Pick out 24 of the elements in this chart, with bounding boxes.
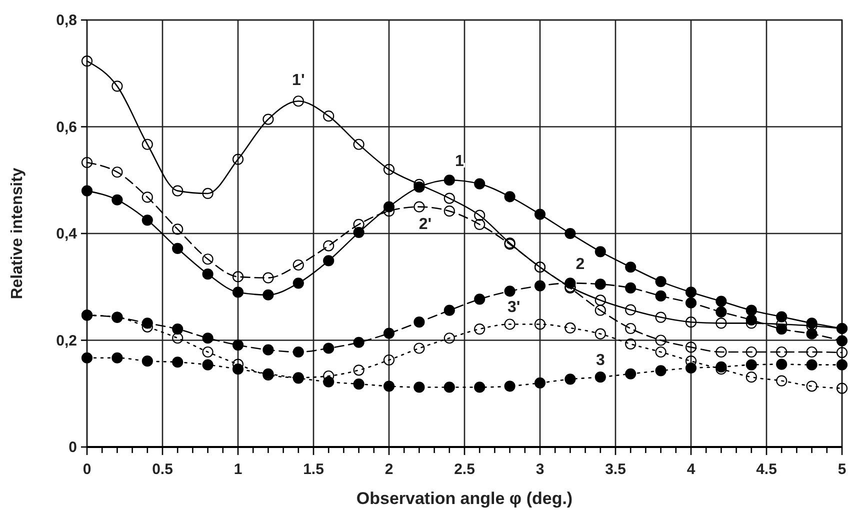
y-tick-label: 0,4 — [56, 226, 78, 242]
annotation: 2 — [576, 256, 585, 274]
x-tick-label: 3 — [536, 461, 544, 478]
y-tick-label: 0,8 — [56, 12, 77, 29]
x-tick-label: 1.5 — [303, 461, 324, 478]
x-tick-label: 0.5 — [152, 461, 173, 478]
y-axis-title: Relative intensity — [9, 168, 26, 300]
y-tick-label: 0,6 — [56, 118, 77, 136]
x-tick-label: 3.5 — [605, 461, 626, 478]
x-tick-label: 0 — [82, 461, 92, 478]
x-tick-label: 1 — [234, 461, 242, 478]
annotation: 3 — [596, 352, 605, 370]
y-tick-label: 0 — [68, 439, 77, 456]
x-tick-label: 4 — [686, 461, 696, 478]
annotation: 1 — [454, 153, 464, 170]
x-tick-label: 5 — [838, 461, 846, 478]
x-tick-label: 2 — [384, 461, 394, 478]
annotation: 1' — [292, 72, 305, 90]
y-tick-label: 0,2 — [56, 332, 77, 350]
x-tick-label: 4.5 — [756, 461, 777, 478]
annotation: 2' — [418, 216, 432, 233]
annotation: 3' — [507, 299, 520, 316]
x-tick-label: 2.5 — [454, 461, 475, 478]
x-axis-title: Observation angle φ (deg.) — [356, 489, 573, 508]
